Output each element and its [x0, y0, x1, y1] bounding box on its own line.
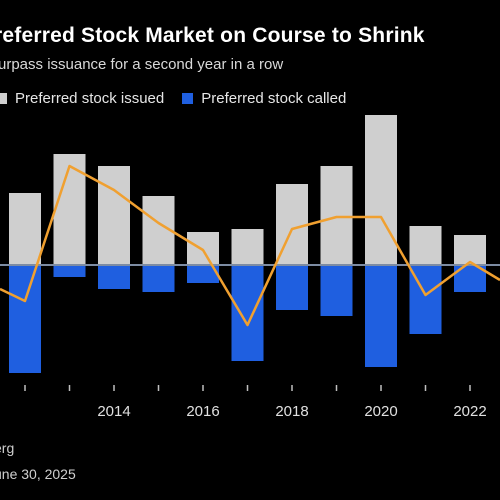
- bar-called-2014: [98, 265, 130, 289]
- legend-item-issued: Preferred stock issued: [0, 90, 164, 107]
- bar-called-2017: [231, 265, 264, 361]
- x-tick-label-2022: 2022: [453, 403, 486, 420]
- legend-label-called: Preferred stock called: [201, 90, 347, 107]
- x-tick-label-2016: 2016: [186, 403, 219, 420]
- bar-issued-2019: [320, 166, 353, 265]
- legend-label-issued: Preferred stock issued: [15, 90, 165, 107]
- bar-called-2020: [365, 265, 397, 367]
- bar-called-2018: [276, 265, 308, 310]
- x-tick-label-2018: 2018: [275, 403, 308, 420]
- bar-issued-2014: [98, 166, 130, 265]
- x-tick-label-2020: 2020: [364, 403, 397, 420]
- legend-swatch-called: [182, 93, 194, 104]
- bar-called-2013: [53, 265, 86, 277]
- net-line: [0, 164, 500, 327]
- legend: Preferred stock issued Preferred stock c…: [0, 90, 364, 107]
- bar-issued-2020: [365, 115, 397, 265]
- bar-issued-2017: [231, 229, 264, 265]
- bar-issued-2012: [9, 193, 41, 265]
- bar-called-2015: [142, 265, 175, 292]
- chart-subtitle: urpass issuance for a second year in a r…: [0, 56, 284, 73]
- bar-called-2019: [320, 265, 353, 316]
- bar-issued-2016: [187, 232, 219, 265]
- bar-issued-2022: [454, 235, 486, 265]
- footer-source: erg: [0, 440, 15, 456]
- bar-called-2012: [9, 265, 41, 373]
- footer-date: une 30, 2025: [0, 466, 76, 482]
- chart-title: referred Stock Market on Course to Shrin…: [0, 24, 425, 47]
- bar-called-2016: [187, 265, 219, 283]
- legend-swatch-issued: [0, 93, 7, 104]
- x-tick-label-2014: 2014: [97, 403, 130, 420]
- legend-item-called: Preferred stock called: [182, 90, 346, 107]
- bar-issued-2021: [409, 226, 442, 265]
